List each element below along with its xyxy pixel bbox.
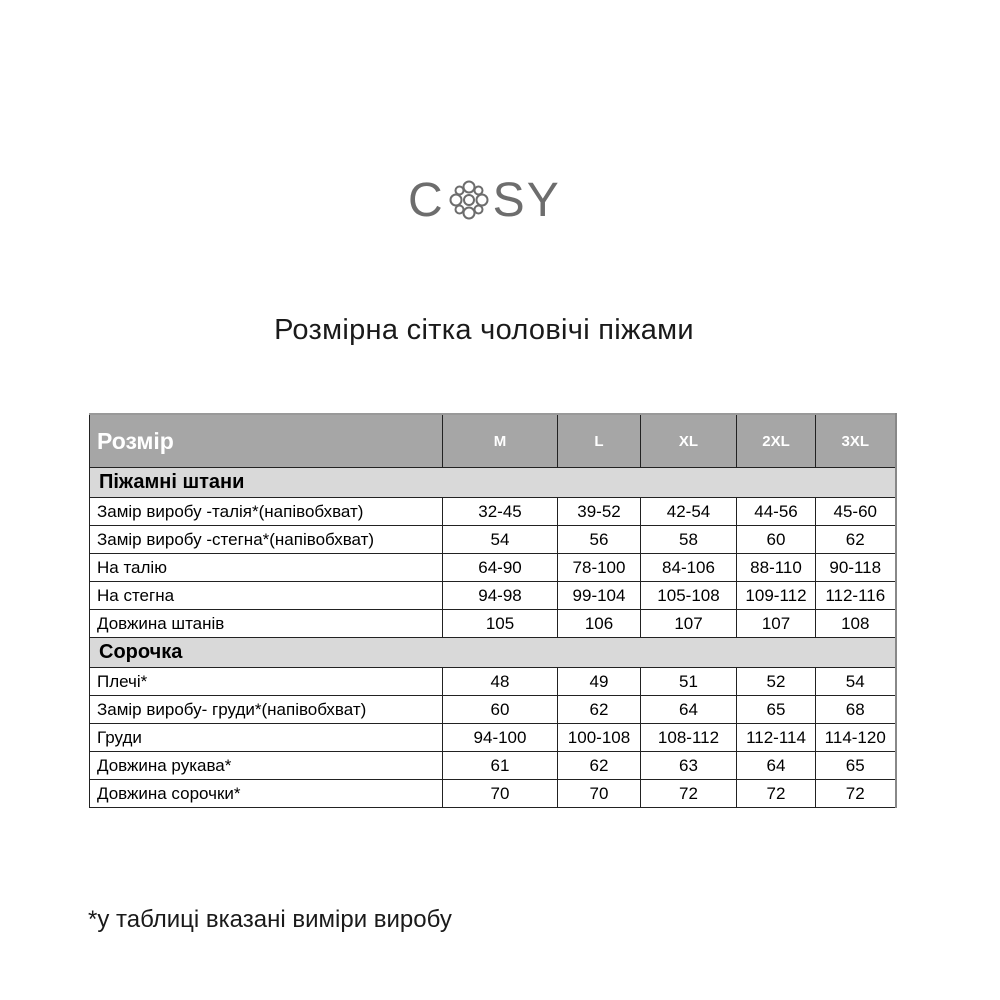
measurement-label: Груди — [89, 723, 443, 752]
section-row: Сорочка — [89, 637, 897, 668]
footnote: *у таблиці вказані виміри виробу — [88, 906, 452, 933]
measurement-value: 108 — [815, 609, 897, 638]
measurement-label: Плечі* — [89, 667, 443, 696]
table-row: На стегна 94-98 99-104 105-108 109-112 112-11… — [89, 581, 897, 610]
header-size-m: M — [442, 413, 558, 468]
measurement-label: Довжина сорочки* — [89, 779, 443, 808]
section-title: Сорочка — [89, 637, 897, 668]
header-size-3xl: 3XL — [815, 413, 897, 468]
measurement-value: 60 — [736, 525, 816, 554]
measurement-value: 52 — [736, 667, 816, 696]
measurement-value: 32-45 — [442, 497, 558, 526]
knot-flower-icon — [449, 180, 489, 220]
section-title: Піжамні штани — [89, 467, 897, 498]
measurement-value: 114-120 — [815, 723, 897, 752]
page-title: Розмірна сітка чоловічі піжами — [274, 314, 694, 346]
measurement-value: 48 — [442, 667, 558, 696]
measurement-value: 107 — [736, 609, 816, 638]
measurement-value: 44-56 — [736, 497, 816, 526]
measurement-value: 62 — [815, 525, 897, 554]
measurement-value: 105 — [442, 609, 558, 638]
measurement-value: 108-112 — [640, 723, 737, 752]
measurement-value: 106 — [557, 609, 641, 638]
measurement-value: 39-52 — [557, 497, 641, 526]
measurement-value: 90-118 — [815, 553, 897, 582]
header-row: Розмір M L XL 2XL 3XL — [89, 413, 897, 468]
measurement-value: 94-98 — [442, 581, 558, 610]
measurement-value: 84-106 — [640, 553, 737, 582]
measurement-value: 94-100 — [442, 723, 558, 752]
measurement-value: 68 — [815, 695, 897, 724]
measurement-label: Замір виробу -стегна*(напівобхват) — [89, 525, 443, 554]
table-row: Замір виробу- груди*(напівобхват) 60 62 64 6… — [89, 695, 897, 724]
measurement-value: 109-112 — [736, 581, 816, 610]
measurement-value: 70 — [557, 779, 641, 808]
measurement-label: Замір виробу- груди*(напівобхват) — [89, 695, 443, 724]
measurement-value: 107 — [640, 609, 737, 638]
logo-text-right: SY — [492, 173, 561, 227]
table-row: Довжина штанів 105 106 107 107 108 — [89, 609, 897, 638]
table-row: Плечі* 48 49 51 52 54 — [89, 667, 897, 696]
measurement-value: 56 — [557, 525, 641, 554]
table-row: Груди 94-100 100-108 108-112 112-114 114-120 — [89, 723, 897, 752]
measurement-label: На стегна — [89, 581, 443, 610]
measurement-value: 45-60 — [815, 497, 897, 526]
measurement-value: 49 — [557, 667, 641, 696]
header-size-xl: XL — [640, 413, 737, 468]
measurement-value: 64 — [736, 751, 816, 780]
measurement-value: 72 — [640, 779, 737, 808]
measurement-value: 100-108 — [557, 723, 641, 752]
size-chart-table: Розмір M L XL 2XL 3XL Піжамні штани Замір вироб… — [89, 413, 897, 808]
measurement-value: 61 — [442, 751, 558, 780]
measurement-value: 78-100 — [557, 553, 641, 582]
section-row: Піжамні штани — [89, 467, 897, 498]
measurement-value: 99-104 — [557, 581, 641, 610]
measurement-value: 112-114 — [736, 723, 816, 752]
measurement-value: 62 — [557, 751, 641, 780]
header-size-2xl: 2XL — [736, 413, 816, 468]
measurement-value: 72 — [736, 779, 816, 808]
measurement-value: 54 — [815, 667, 897, 696]
measurement-value: 65 — [736, 695, 816, 724]
measurement-value: 54 — [442, 525, 558, 554]
measurement-value: 60 — [442, 695, 558, 724]
measurement-value: 65 — [815, 751, 897, 780]
table-row: Довжина сорочки* 70 70 72 72 72 — [89, 779, 897, 808]
measurement-value: 64 — [640, 695, 737, 724]
brand-logo: C SY — [408, 172, 561, 228]
measurement-value: 70 — [442, 779, 558, 808]
measurement-label: Замір виробу -талія*(напівобхват) — [89, 497, 443, 526]
measurement-value: 88-110 — [736, 553, 816, 582]
header-size-label: Розмір — [89, 413, 443, 468]
measurement-value: 105-108 — [640, 581, 737, 610]
header-size-l: L — [557, 413, 641, 468]
measurement-value: 51 — [640, 667, 737, 696]
measurement-label: На талію — [89, 553, 443, 582]
table-row: Замір виробу -талія*(напівобхват) 32-45 39… — [89, 497, 897, 526]
measurement-value: 42-54 — [640, 497, 737, 526]
measurement-value: 62 — [557, 695, 641, 724]
table-row: Замір виробу -стегна*(напівобхват) 54 56 58… — [89, 525, 897, 554]
table-row: Довжина рукава* 61 62 63 64 65 — [89, 751, 897, 780]
table-row: На талію 64-90 78-100 84-106 88-110 90-118 — [89, 553, 897, 582]
measurement-value: 64-90 — [442, 553, 558, 582]
measurement-value: 112-116 — [815, 581, 897, 610]
measurement-label: Довжина рукава* — [89, 751, 443, 780]
measurement-value: 72 — [815, 779, 897, 808]
logo-text-left: C — [408, 173, 445, 227]
measurement-label: Довжина штанів — [89, 609, 443, 638]
measurement-value: 58 — [640, 525, 737, 554]
measurement-value: 63 — [640, 751, 737, 780]
